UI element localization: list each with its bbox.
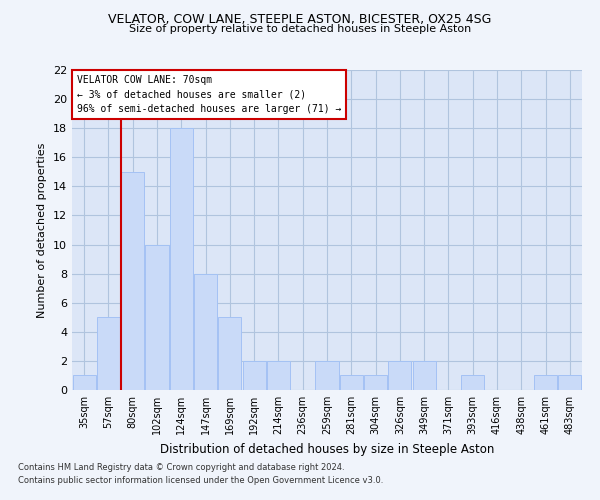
Bar bbox=[145, 244, 169, 390]
Bar bbox=[242, 361, 266, 390]
Bar bbox=[316, 361, 338, 390]
Bar bbox=[73, 376, 95, 390]
Bar bbox=[534, 376, 557, 390]
Y-axis label: Number of detached properties: Number of detached properties bbox=[37, 142, 47, 318]
Bar bbox=[461, 376, 484, 390]
Bar bbox=[413, 361, 436, 390]
Text: Size of property relative to detached houses in Steeple Aston: Size of property relative to detached ho… bbox=[129, 24, 471, 34]
Bar bbox=[340, 376, 363, 390]
Bar bbox=[559, 376, 581, 390]
Bar bbox=[194, 274, 217, 390]
X-axis label: Distribution of detached houses by size in Steeple Aston: Distribution of detached houses by size … bbox=[160, 442, 494, 456]
Text: Contains public sector information licensed under the Open Government Licence v3: Contains public sector information licen… bbox=[18, 476, 383, 485]
Text: VELATOR, COW LANE, STEEPLE ASTON, BICESTER, OX25 4SG: VELATOR, COW LANE, STEEPLE ASTON, BICEST… bbox=[109, 12, 491, 26]
Bar bbox=[218, 318, 241, 390]
Bar bbox=[121, 172, 144, 390]
Bar bbox=[364, 376, 387, 390]
Text: VELATOR COW LANE: 70sqm
← 3% of detached houses are smaller (2)
96% of semi-deta: VELATOR COW LANE: 70sqm ← 3% of detached… bbox=[77, 75, 341, 114]
Bar bbox=[267, 361, 290, 390]
Bar bbox=[388, 361, 412, 390]
Text: Contains HM Land Registry data © Crown copyright and database right 2024.: Contains HM Land Registry data © Crown c… bbox=[18, 464, 344, 472]
Bar bbox=[97, 318, 120, 390]
Bar bbox=[170, 128, 193, 390]
